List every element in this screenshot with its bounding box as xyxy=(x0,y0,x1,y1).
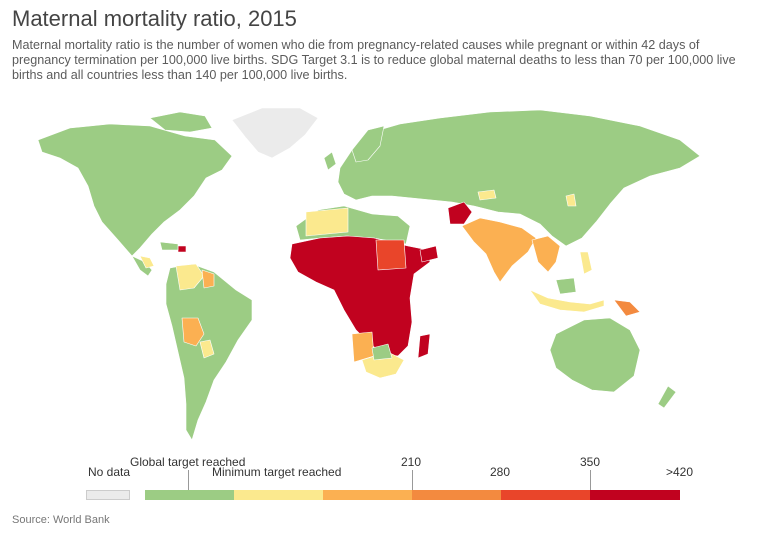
legend-tick-label-350: 350 xyxy=(580,455,601,469)
region-korea-laos[interactable] xyxy=(565,193,577,207)
region-eurasia[interactable] xyxy=(337,109,701,247)
region-scandinavia[interactable] xyxy=(351,125,385,163)
region-greenland[interactable] xyxy=(231,107,319,159)
legend-swatch-3 xyxy=(323,490,412,500)
region-guyana[interactable] xyxy=(201,269,215,289)
legend-swatch-no-data xyxy=(86,490,130,500)
region-australia[interactable] xyxy=(549,317,641,393)
chart-subtitle: Maternal mortality ratio is the number o… xyxy=(12,38,736,82)
source-note: Source: World Bank xyxy=(12,514,110,526)
region-bolivia[interactable] xyxy=(181,317,205,347)
region-new-zealand[interactable] xyxy=(657,385,677,409)
legend-swatch-1 xyxy=(145,490,234,500)
region-guatemala-honduras[interactable] xyxy=(139,255,155,269)
region-haiti[interactable] xyxy=(177,245,187,253)
region-philippines[interactable] xyxy=(579,251,593,275)
legend-tick-label-420: >420 xyxy=(666,465,694,479)
region-papua[interactable] xyxy=(613,299,641,317)
region-arctic-islands[interactable] xyxy=(149,111,213,133)
region-algeria-libya[interactable] xyxy=(305,207,349,237)
legend-tick-label-210: 210 xyxy=(401,455,422,469)
legend-tick-210 xyxy=(412,470,413,490)
region-uk[interactable] xyxy=(323,151,337,171)
legend-swatch-2 xyxy=(234,490,323,500)
region-caribbean[interactable] xyxy=(159,241,179,251)
legend-tick-global xyxy=(188,470,189,490)
legend-swatch-6 xyxy=(590,490,680,500)
region-southeast-asia[interactable] xyxy=(531,235,561,273)
region-indonesia[interactable] xyxy=(529,289,605,313)
region-venezuela-colombia[interactable] xyxy=(175,263,205,291)
region-mongolia[interactable] xyxy=(477,189,497,201)
legend-swatch-5 xyxy=(501,490,590,500)
region-paraguay[interactable] xyxy=(199,339,215,359)
legend-minimum-target-label: Minimum target reached xyxy=(212,465,342,479)
region-borneo[interactable] xyxy=(555,277,577,295)
legend-tick-label-280: 280 xyxy=(490,465,511,479)
legend-no-data-label: No data xyxy=(88,465,131,479)
legend-tick-350 xyxy=(590,470,591,490)
region-madagascar[interactable] xyxy=(417,333,431,359)
legend-global-target-label: Global target reached xyxy=(130,455,246,469)
legend-swatch-4 xyxy=(412,490,501,500)
region-south-asia[interactable] xyxy=(461,217,537,283)
region-botswana[interactable] xyxy=(371,343,393,361)
region-north-america[interactable] xyxy=(37,123,233,257)
region-yemen[interactable] xyxy=(419,245,439,263)
region-afghanistan[interactable] xyxy=(447,201,473,225)
chart-title: Maternal mortality ratio, 2015 xyxy=(12,6,297,31)
region-sudan[interactable] xyxy=(375,239,407,271)
